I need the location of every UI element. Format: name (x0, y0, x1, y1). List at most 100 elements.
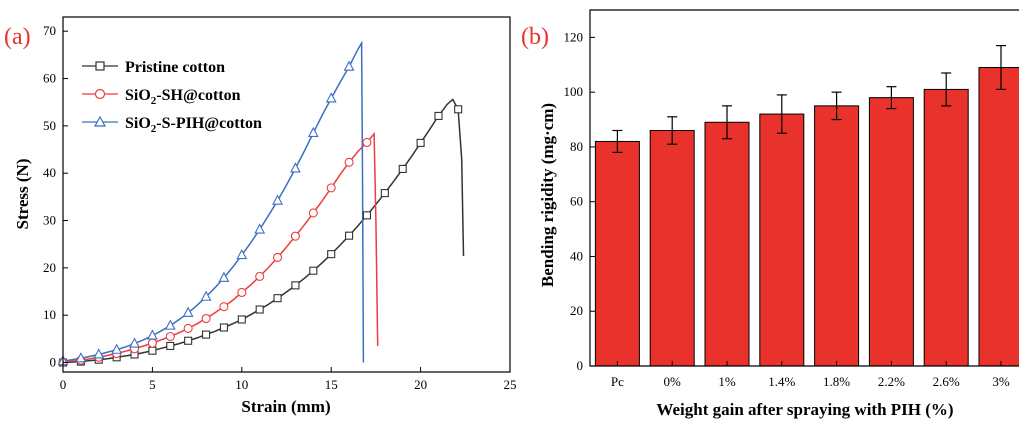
x-tick-label: 15 (325, 377, 338, 392)
y-tick-label: 40 (43, 165, 56, 180)
category-label: 2.6% (933, 374, 960, 389)
data-point-pristine (166, 341, 175, 351)
data-point-pih (218, 271, 230, 282)
legend-marker-pristine (95, 61, 105, 71)
data-point-pristine (201, 330, 211, 339)
y-tick-label: 100 (564, 84, 584, 99)
panel-b-bars (594, 67, 1019, 367)
data-point-pristine (454, 105, 463, 114)
data-point-sh (255, 271, 265, 281)
y-tick-label: 20 (570, 303, 583, 318)
data-point-sh (219, 302, 229, 312)
y-tick-label: 80 (570, 139, 583, 154)
data-point-pih (307, 126, 319, 138)
data-point-sh (362, 137, 372, 147)
data-point-pih (290, 162, 301, 173)
data-point-pih (343, 60, 355, 71)
data-point-sh (344, 157, 354, 167)
y-tick-label: 30 (43, 213, 56, 228)
data-point-pristine (255, 305, 264, 314)
data-point-pih (182, 306, 194, 317)
data-point-sh (273, 252, 283, 263)
panel-a-legend: Pristine cotton SiO2-SH@cotton SiO2-S-PI… (82, 59, 262, 135)
data-point-pih (272, 194, 283, 205)
bar (704, 121, 750, 367)
data-point-pristine (184, 336, 193, 345)
panel-a: 0 5 10 15 20 25 0 10 20 30 40 50 60 70 (a) Strain (mm… (4, 16, 517, 416)
category-label: 2.2% (878, 374, 905, 389)
legend-marker-sh (94, 88, 106, 100)
x-tick-label: 5 (149, 377, 156, 392)
data-point-pristine (273, 294, 282, 303)
y-tick-label: 60 (570, 194, 583, 209)
y-tick-label: 50 (43, 118, 56, 133)
legend-label-pih: SiO2-S-PIH@cotton (125, 115, 262, 135)
category-label: Pc (611, 374, 624, 389)
panel-b-label: (b) (521, 24, 549, 50)
data-point-pristine (327, 250, 336, 259)
y-tick-label: 40 (570, 248, 583, 263)
panel-b-ylabel: Bending rigidity (mg·cm) (538, 103, 557, 287)
bar (814, 105, 860, 367)
panel-a-frame (62, 16, 511, 373)
data-point-pih (75, 352, 87, 363)
legend-label-pristine: Pristine cotton (125, 59, 225, 76)
bar (978, 67, 1019, 367)
bar (649, 129, 695, 367)
data-point-pristine (380, 189, 389, 198)
x-tick-label: 10 (235, 377, 248, 392)
y-tick-label: 70 (43, 23, 56, 38)
y-tick-label: 0 (577, 358, 584, 373)
panel-b-xlabel: Weight gain after spraying with PIH (%) (656, 400, 953, 419)
data-point-pristine (345, 231, 354, 240)
category-label: 0% (664, 374, 682, 389)
data-point-pih (164, 319, 176, 330)
data-point-pristine (362, 211, 372, 220)
data-point-sh (183, 323, 193, 334)
bar (594, 140, 640, 367)
x-tick-label: 20 (414, 377, 427, 392)
data-point-pih (146, 329, 158, 340)
data-point-pih (93, 348, 105, 359)
category-label: 3% (992, 374, 1010, 389)
data-point-pristine (219, 323, 228, 332)
category-label: 1% (718, 374, 736, 389)
y-tick-label: 20 (43, 260, 56, 275)
data-point-pih (325, 92, 337, 103)
panel-a-label: (a) (4, 24, 31, 50)
data-point-pristine (291, 281, 300, 290)
legend-label-sh: SiO2-SH@cotton (125, 87, 241, 107)
y-tick-label: 120 (564, 29, 584, 44)
data-point-pristine (416, 138, 425, 147)
data-point-sh (147, 338, 157, 348)
data-point-sh (290, 231, 300, 241)
y-tick-label: 0 (50, 355, 57, 370)
legend-marker-pih (93, 115, 107, 127)
panel-b-frame (589, 9, 1019, 367)
data-point-sh (237, 287, 247, 298)
x-tick-label: 0 (60, 377, 67, 392)
panel-b-ticks: Pc 0% 1% 1.4% 1.8% 2.2% 2.6% 3% 0 20 40 60 80 100 120 (564, 29, 1010, 389)
data-point-pristine (398, 164, 407, 173)
data-point-pih (129, 337, 140, 348)
panel-a-plot-area (63, 40, 465, 364)
category-label: 1.4% (768, 374, 795, 389)
panel-a-ticks: 0 5 10 15 20 25 0 10 20 30 40 50 60 70 (43, 23, 517, 392)
data-point-sh (326, 183, 336, 193)
data-point-pristine (237, 315, 246, 324)
panel-a-xlabel: Strain (mm) (241, 397, 330, 416)
category-label: 1.8% (823, 374, 850, 389)
panel-a-ylabel: Stress (N) (13, 159, 32, 230)
bar (759, 113, 805, 367)
y-tick-label: 10 (43, 307, 56, 322)
data-point-sh (308, 208, 318, 218)
data-point-pristine (309, 266, 318, 275)
y-tick-label: 60 (43, 71, 56, 86)
data-point-sh (201, 313, 211, 324)
panel-b: Pc 0% 1% 1.4% 1.8% 2.2% 2.6% 3%020406080100120 … (521, 9, 1019, 419)
bar (923, 88, 969, 367)
data-point-sh (165, 331, 175, 342)
data-point-pih (236, 248, 248, 260)
data-point-pristine (148, 346, 157, 355)
